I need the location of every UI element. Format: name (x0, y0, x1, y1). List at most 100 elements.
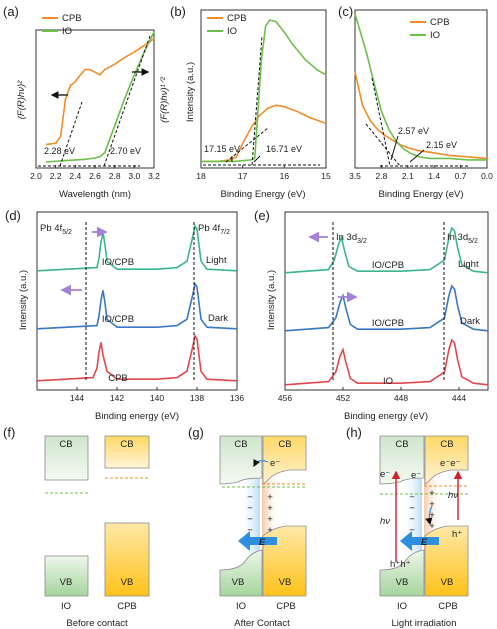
cpb-photon-label: hν (448, 490, 458, 501)
panel-a-ann-cpb: 2.28 eV (44, 146, 75, 156)
panel-b-ylabel: Intensity (a.u.) (185, 62, 196, 122)
x-tick-label-e-2: 448 (394, 393, 408, 403)
series-line-d-2 (36, 333, 238, 382)
x-tick-label-d-0: 144 (70, 393, 84, 403)
series-line-a-0 (45, 38, 155, 146)
series-line-a-1 (45, 31, 155, 163)
panel-b-letter: (b) (170, 4, 186, 19)
panel-b-plot (201, 19, 327, 163)
panel-a-ticks: 2.0 2.2 2.4 2.6 2.8 3.0 3.2 (30, 165, 160, 181)
legend-label-cpb: CPB (430, 17, 450, 28)
cpb-vb-label: VB (441, 577, 454, 588)
legend-label-io: IO (430, 30, 440, 41)
x-tick-label-c-4: 0.7 (455, 171, 467, 181)
x-tick-label-c-2: 2.1 (402, 171, 414, 181)
io-cb-label: CB (59, 439, 72, 450)
series-line-d-0 (36, 223, 238, 272)
panel-h: (h) CB CB VB VB hν hν e⁻ e⁻ e⁻e⁻ h⁺h⁺ h⁺… (346, 425, 469, 629)
panel-h-caption: Light irradiation (392, 618, 457, 629)
x-tick-label-a-4: 2.8 (109, 171, 121, 181)
legend-label-io: IO (227, 26, 237, 37)
plus-charge-3: + (429, 510, 435, 521)
minus-charge-4: − (409, 525, 415, 536)
cpb-hole-label: h⁺ (452, 529, 462, 540)
io-vb-label: VB (396, 577, 409, 588)
panel-e-trace-label-2: IO/CPB (372, 318, 404, 329)
panel-b-legend: CPB IO (207, 13, 247, 37)
panel-a-tangent-io (103, 35, 151, 167)
io-cb-band (379, 435, 425, 485)
plus-charge-1: + (267, 492, 273, 503)
io-cb-band (44, 435, 89, 481)
x-tick-label-b-2: 16 (280, 171, 290, 181)
panel-a-ann-io: 2.70 eV (110, 146, 141, 156)
legend-label-cpb: CPB (62, 13, 82, 24)
panel-a-tangent-cpb (59, 101, 83, 167)
interface-electron-label: e⁻ (411, 470, 421, 481)
panel-c-mark-cpb (390, 135, 399, 161)
electric-field-label: E (421, 537, 428, 548)
series-line-b-0 (201, 104, 327, 163)
panel-c-plot (354, 13, 488, 161)
panel-a-plot (45, 31, 155, 163)
series-line-c-1 (354, 13, 487, 161)
io-vb-band (379, 549, 425, 597)
panel-d-ticks: 144 142 140 138 136 (70, 387, 244, 403)
x-tick-label-b-0: 18 (196, 171, 206, 181)
io-holes-label: h⁺h⁺ (390, 559, 411, 570)
panel-e-trace-label-3: IO (383, 376, 393, 387)
panel-d-peak-a: Pb 4f5/2 (40, 223, 72, 236)
panel-e-plot (284, 226, 489, 386)
panel-d-letter: (d) (5, 208, 21, 223)
x-tick-label-a-5: 3.0 (128, 171, 140, 181)
x-tick-label-d-2: 140 (150, 393, 164, 403)
series-line-e-0 (284, 226, 489, 274)
panel-b-tangent-cpb (225, 127, 269, 163)
panel-a-legend: CPB IO (42, 13, 82, 37)
panel-b-mark-io (253, 155, 261, 163)
x-tick-label-b-3: 15 (321, 171, 331, 181)
panel-d-peak-b: Pb 4f7/2 (198, 223, 230, 236)
cpb-label: CPB (438, 601, 458, 612)
panel-d-trace-label-2: IO/CPB (102, 314, 134, 325)
panel-b: (b) CPB IO 18 17 16 15 Binding Energy (eV) … (170, 4, 331, 200)
minus-charge-2: − (247, 503, 253, 514)
io-electron-label: e⁻ (380, 469, 390, 480)
panel-b-frame (200, 9, 327, 169)
panel-c-tangent-cpb (365, 123, 401, 167)
electric-field-arrow (238, 531, 277, 551)
panel-e-peak-b: In 3d5/2 (447, 232, 478, 245)
panel-b-tangent-io (251, 35, 263, 166)
panel-b-ann-io: 16.71 eV (266, 144, 302, 154)
io-label: IO (236, 601, 246, 612)
panel-c-legend: CPB IO (410, 17, 450, 41)
minus-charge-3: − (409, 514, 415, 525)
panel-e-frame (284, 211, 489, 391)
x-tick-label-c-5: 0.0 (481, 171, 493, 181)
panel-d-xlabel: Binding energy (eV) (95, 411, 179, 422)
panel-e-peak-a: In 3d3/2 (336, 232, 367, 245)
io-cb-label: CB (234, 439, 247, 450)
panel-a-letter: (a) (3, 4, 19, 19)
x-tick-label-c-3: 1.4 (428, 171, 440, 181)
cpb-cb-label: CB (120, 439, 133, 450)
series-line-b-1 (201, 19, 327, 163)
panel-b-ticks: 18 17 16 15 (196, 165, 331, 181)
panel-c-ann-cpb: 2.57 eV (398, 126, 429, 136)
x-tick-label-a-1: 2.2 (50, 171, 62, 181)
panel-g: (g) CB CB VB VB e⁻ − − − − + + + + E IO … (188, 425, 307, 629)
panel-d-ylabel: Intensity (a.u.) (18, 270, 29, 330)
panel-e-ylabel: Intensity (a.u.) (266, 270, 277, 330)
panel-b-xlabel: Binding Energy (eV) (220, 189, 305, 200)
io-vb-band (219, 549, 263, 597)
electron-drift-arrow (425, 505, 433, 526)
panel-c-frame (354, 9, 488, 169)
x-tick-label-b-1: 17 (238, 171, 248, 181)
panel-g-caption: After Contact (234, 618, 290, 629)
panel-a-ylabel-left: (F(R)hν)² (16, 80, 27, 119)
cpb-cb-band (424, 435, 469, 485)
panel-f-letter: (f) (3, 425, 15, 440)
cpb-cb-label: CB (440, 439, 453, 450)
legend-label-io: IO (62, 26, 72, 37)
cpb-electrons-label: e⁻e⁻ (440, 458, 461, 469)
